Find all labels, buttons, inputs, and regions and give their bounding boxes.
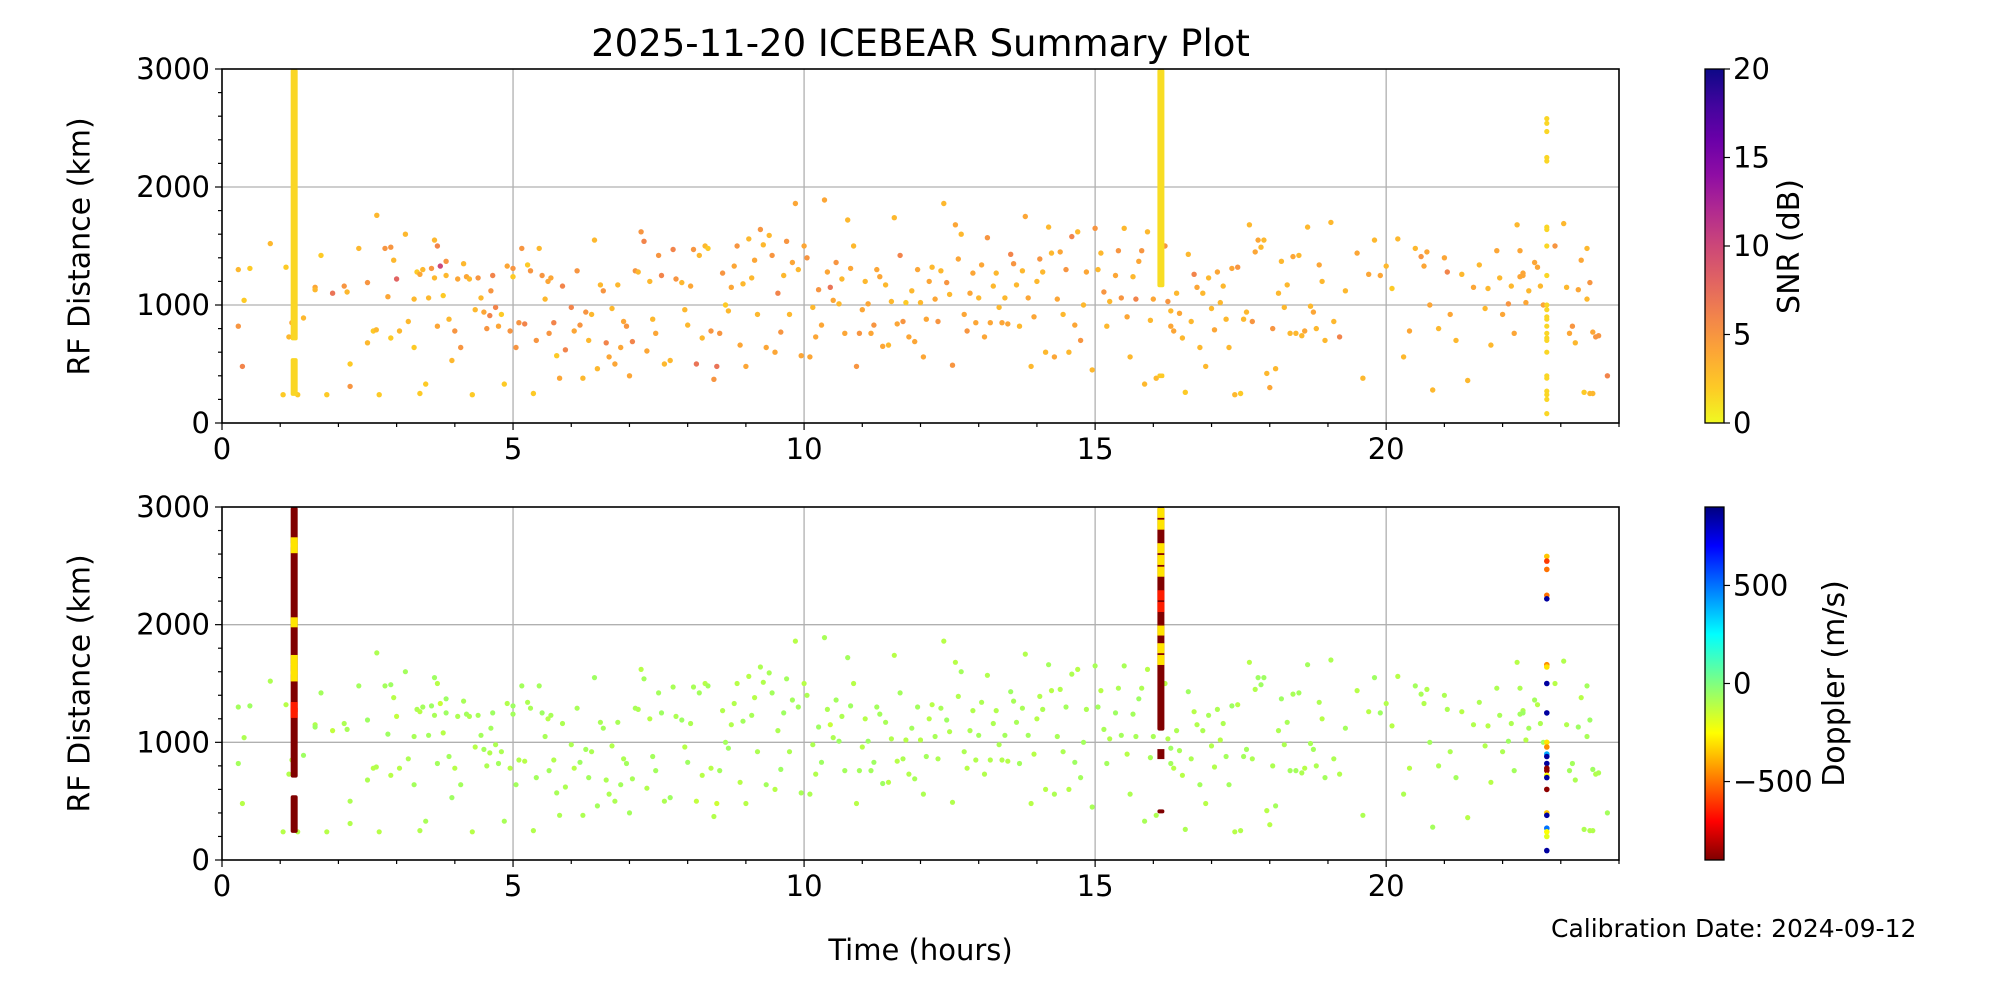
- scatter-points: [235, 507, 1610, 854]
- colorbar-tick-label: 500: [1733, 568, 1788, 602]
- top-panel-axes: 0 5 10 15 20 0 1000 2000 3000: [136, 52, 1620, 466]
- top-y-axis-label: RF Distance (km): [62, 116, 98, 376]
- scatter-points: [235, 69, 1611, 417]
- x-tick-label: 20: [1368, 432, 1405, 466]
- y-tick-label: 2000: [136, 608, 210, 642]
- y-tick-label: 3000: [136, 52, 210, 86]
- y-tick-label: 1000: [136, 725, 210, 759]
- colorbar-tick-label: 20: [1733, 52, 1770, 86]
- x-tick-label: 15: [1077, 869, 1114, 903]
- colorbar-tick-label: 0: [1733, 406, 1751, 440]
- y-tick-label: 3000: [136, 490, 210, 524]
- x-tick-label: 0: [213, 869, 231, 903]
- snr-colorbar-label: SNR (dB): [1771, 178, 1807, 314]
- bottom-y-axis-label: RF Distance (km): [62, 553, 98, 813]
- x-tick-label: 10: [786, 869, 823, 903]
- snr-colorbar: 0 5 10 15 20: [1704, 52, 1770, 440]
- figure-title: 2025-11-20 ICEBEAR Summary Plot: [591, 22, 1250, 65]
- x-tick-label: 5: [504, 869, 522, 903]
- x-tick-label: 10: [786, 432, 823, 466]
- y-tick-label: 0: [192, 843, 210, 877]
- doppler-colorbar-label: Doppler (m/s): [1816, 579, 1852, 787]
- x-tick-label: 20: [1368, 869, 1405, 903]
- colorbar-tick-label: 10: [1733, 229, 1770, 263]
- x-tick-label: 0: [213, 432, 231, 466]
- bottom-panel-axes: 0 5 10 15 20 0 1000 2000 3000: [136, 490, 1620, 903]
- x-tick-label: 5: [504, 432, 522, 466]
- colorbar-tick-label: −500: [1733, 765, 1813, 799]
- y-tick-label: 2000: [136, 170, 210, 204]
- y-tick-label: 1000: [136, 288, 210, 322]
- calibration-date: Calibration Date: 2024-09-12: [1551, 914, 1917, 943]
- y-tick-label: 0: [192, 406, 210, 440]
- x-tick-label: 15: [1077, 432, 1114, 466]
- colorbar-tick-label: 15: [1733, 141, 1770, 175]
- colorbar-tick-label: 5: [1733, 318, 1751, 352]
- doppler-colorbar: −500 0 500: [1704, 506, 1813, 861]
- colorbar-tick-label: 0: [1733, 667, 1751, 701]
- x-axis-label: Time (hours): [828, 933, 1013, 967]
